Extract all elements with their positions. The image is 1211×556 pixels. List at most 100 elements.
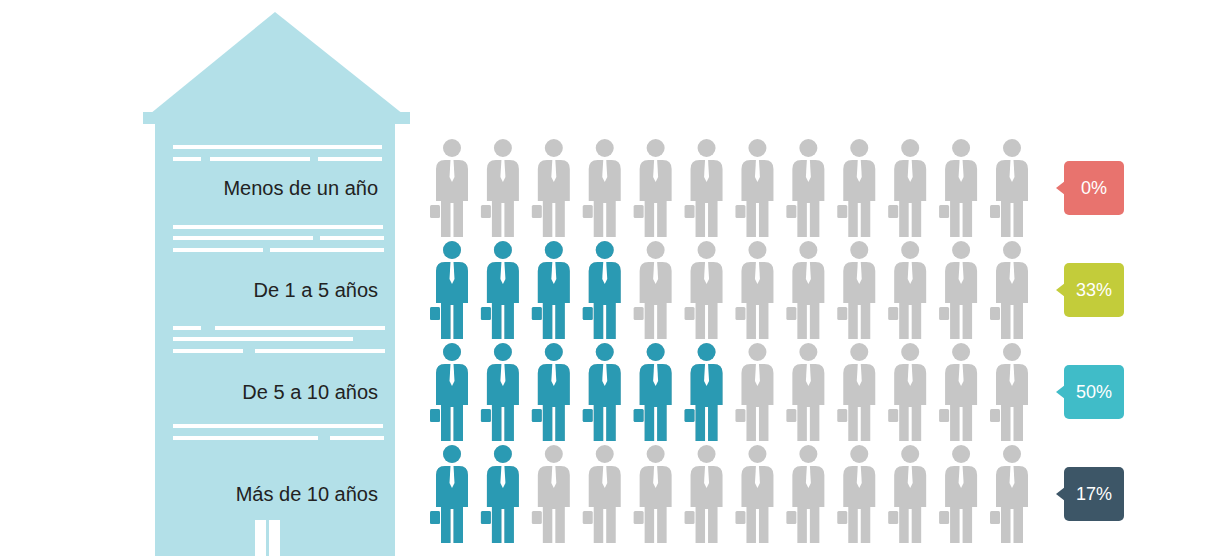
icon-head: [698, 445, 716, 463]
icon-tie: [653, 160, 658, 182]
category-label: Menos de un año: [223, 177, 378, 199]
icon-briefcase: [990, 205, 1000, 218]
icon-head: [799, 343, 817, 361]
badge-box: [1064, 467, 1124, 521]
icon-head: [901, 241, 919, 259]
building-line: [210, 157, 310, 161]
icon-body: [436, 160, 468, 237]
building-line: [173, 326, 201, 330]
icon-body: [487, 364, 519, 441]
texts: Menos de un año0%De 1 a 5 años33%De 5 a …: [223, 161, 1124, 521]
icon: [735, 343, 773, 441]
icon-briefcase: [430, 307, 440, 320]
icon-head: [1003, 445, 1021, 463]
icon: [888, 343, 926, 441]
icon-head: [698, 139, 716, 157]
icon-tie: [602, 160, 607, 182]
building-line: [215, 326, 385, 330]
icon-head: [1003, 241, 1021, 259]
icon-head: [443, 139, 461, 157]
icon-tie: [704, 262, 709, 284]
icon-body: [945, 160, 977, 237]
icon-tie: [1010, 466, 1015, 488]
icon-tie: [959, 262, 964, 284]
icon-tie: [500, 466, 505, 488]
icon: [786, 139, 824, 237]
icon-briefcase: [583, 409, 593, 422]
icon-head: [545, 241, 563, 259]
icon-tie: [755, 262, 760, 284]
icon-tie: [602, 466, 607, 488]
roof: [145, 12, 408, 118]
icon: [583, 343, 621, 441]
icon: [735, 139, 773, 237]
icon-briefcase: [583, 409, 593, 422]
row: [430, 241, 1028, 339]
icon: [634, 343, 672, 441]
icon-head: [799, 445, 817, 463]
icon-briefcase: [532, 511, 542, 524]
icon-briefcase: [634, 409, 644, 422]
plot: [430, 139, 1028, 543]
building-line: [270, 248, 384, 252]
data-label: 33%: [1076, 280, 1112, 300]
icon-head: [494, 343, 512, 361]
icon-head: [952, 139, 970, 157]
icon-body: [691, 262, 723, 339]
icon: [481, 445, 519, 543]
icon-body: [945, 364, 977, 441]
icon-briefcase: [481, 307, 491, 320]
icon-head: [494, 445, 512, 463]
icons-filled: [430, 343, 728, 441]
icon-briefcase: [837, 409, 847, 422]
icon-tie: [551, 466, 556, 488]
icon-head: [850, 139, 868, 157]
icon-body: [792, 466, 824, 543]
value-badge: 33%: [1056, 263, 1124, 317]
icon: [685, 139, 723, 237]
icon-briefcase: [634, 307, 644, 320]
icon-body: [538, 262, 570, 339]
icon: [786, 445, 824, 543]
icon-head: [748, 445, 766, 463]
icon-briefcase: [634, 409, 644, 422]
row: [430, 445, 1028, 543]
data-label: 17%: [1076, 484, 1112, 504]
icon-body: [436, 364, 468, 441]
icon: [583, 241, 621, 339]
icon: [634, 241, 672, 339]
value-badge: 50%: [1056, 365, 1124, 419]
icon-head: [545, 241, 563, 259]
icon: [990, 343, 1028, 441]
building-line: [173, 157, 201, 161]
icon-body: [538, 364, 570, 441]
icon-briefcase: [583, 511, 593, 524]
icon-head: [443, 445, 461, 463]
data-label: 50%: [1076, 382, 1112, 402]
icon-briefcase: [837, 307, 847, 320]
icon-briefcase: [939, 205, 949, 218]
icon-body: [996, 160, 1028, 237]
icon-tie: [704, 160, 709, 182]
icon-tie: [908, 466, 913, 488]
icon-briefcase: [532, 409, 542, 422]
icon-tie: [551, 262, 556, 284]
icon-tie: [704, 364, 709, 386]
icon: [532, 343, 570, 441]
icon-body: [843, 262, 875, 339]
icon-briefcase: [583, 205, 593, 218]
icon-tie: [450, 160, 455, 182]
icon-briefcase: [786, 205, 796, 218]
icon-tie: [450, 466, 455, 488]
icon-briefcase: [685, 409, 695, 422]
icon-body: [589, 160, 621, 237]
icon-tie: [857, 364, 862, 386]
icon-body: [843, 466, 875, 543]
icon-tie: [755, 466, 760, 488]
icon-head: [952, 445, 970, 463]
icon-head: [799, 139, 817, 157]
icon: [532, 241, 570, 339]
icon: [481, 241, 519, 339]
icon-briefcase: [990, 409, 1000, 422]
chart: Menos de un año0%De 1 a 5 años33%De 5 a …: [0, 0, 1211, 556]
